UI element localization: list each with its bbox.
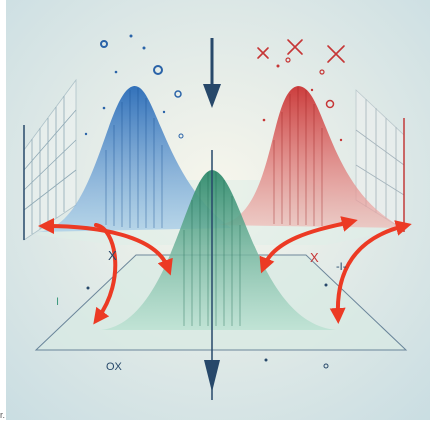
stray-mark: r. [0,410,6,420]
label-x-left: X [108,248,117,263]
green-bell-curve [101,170,336,330]
label-dash-mark: -I- [336,261,347,273]
three-distributions-illustration: OX X X -I- I [6,0,430,420]
down-arrow-top [203,84,221,108]
label-ox: OX [106,361,123,373]
right-grid-wall [355,89,405,231]
blue-bell-curve [36,85,231,232]
red-x-marks [257,39,345,63]
red-bell-curve [216,86,404,228]
red-arrows [38,216,412,325]
label-left-i: I [56,296,59,308]
scatter-dots [84,34,343,369]
label-x-right: X [310,250,319,265]
left-grid-wall [23,78,77,241]
down-arrow-bottom [204,360,220,392]
